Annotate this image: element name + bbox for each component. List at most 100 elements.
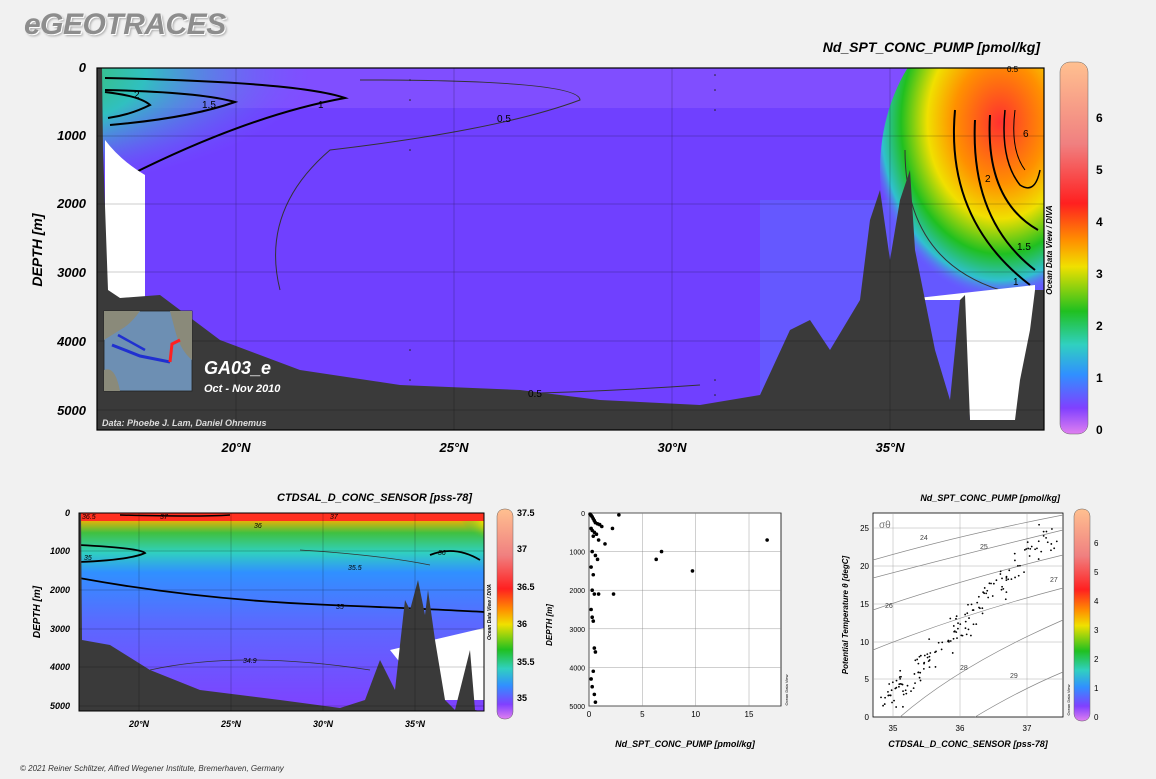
ts-diagram: 24 25 26 27 28 29 σθ	[872, 512, 1064, 718]
ts-point	[952, 637, 955, 640]
contour-0-5-right	[904, 149, 1001, 291]
ts-point	[986, 589, 989, 592]
sigma-label: σθ	[879, 520, 891, 531]
profile-point	[611, 592, 616, 596]
ts-point	[891, 701, 893, 704]
xtick: 30°N	[657, 440, 687, 455]
ts-point	[970, 603, 973, 606]
cb-tick: 0	[1096, 423, 1103, 437]
ts-point	[902, 690, 904, 693]
ts-point	[934, 666, 937, 668]
contour-2	[104, 91, 152, 119]
ytick: 0	[79, 60, 87, 75]
profile-point	[594, 532, 599, 537]
ts-point	[1007, 578, 1010, 581]
profile-ytick: 2000	[569, 588, 585, 595]
main-side-label: Ocean Data View / DIVA	[1045, 205, 1054, 295]
ts-point	[904, 689, 907, 692]
contour-label: 36	[254, 523, 262, 530]
cb-tick: 6	[1094, 539, 1099, 548]
profile-ytick: 3000	[569, 627, 585, 634]
cruise-track-blue	[111, 343, 171, 364]
cb-tick: 37.5	[517, 508, 535, 518]
salinity-xticks: 20°N 25°N 30°N 35°N	[128, 719, 426, 729]
ts-point	[898, 685, 900, 688]
contour-label: 34.9	[243, 658, 257, 665]
cb-tick: 2	[1094, 655, 1099, 664]
map-inset	[103, 310, 193, 392]
ts-point	[981, 612, 984, 615]
contour-label: 37	[160, 514, 169, 521]
isopycnal-label: 24	[920, 535, 928, 542]
profile-ylabel: DEPTH [m]	[545, 604, 554, 646]
ts-point	[1014, 559, 1016, 562]
ts-point	[957, 622, 959, 625]
contour-label: 1	[318, 100, 324, 111]
ts-point	[952, 625, 955, 627]
isopycnal-label: 28	[960, 665, 968, 672]
ts-point	[917, 662, 920, 665]
ts-point	[976, 601, 979, 604]
ts-point	[970, 634, 972, 637]
ts-point	[999, 573, 1002, 575]
contour-label: 1.5	[1017, 242, 1031, 253]
ts-point	[882, 704, 884, 707]
contour-label: 0.5	[1007, 65, 1019, 74]
ts-point	[964, 613, 967, 616]
cb-tick: 3	[1096, 267, 1103, 281]
seafloor-salinity	[79, 513, 484, 711]
profile-xtick: 10	[691, 710, 700, 719]
ts-point	[1023, 571, 1025, 574]
profile-point	[603, 542, 607, 546]
ts-point	[918, 676, 921, 679]
profile-point	[690, 569, 695, 573]
ts-point	[995, 579, 998, 582]
ts-point	[922, 668, 925, 670]
isopycnal-label: 27	[1050, 577, 1058, 584]
ts-point	[895, 706, 898, 708]
ts-point	[960, 634, 963, 637]
ts-point	[919, 679, 922, 682]
ts-point	[1000, 588, 1003, 591]
isopycnal-label: 26	[885, 603, 893, 610]
ytick: 3000	[57, 265, 87, 280]
ytick: 2000	[56, 196, 87, 211]
ts-point	[990, 582, 992, 585]
ts-point	[1036, 547, 1038, 550]
ts-point	[1037, 540, 1040, 543]
ts-point	[914, 659, 917, 662]
ts-point	[926, 656, 929, 659]
profile-ytick: 5000	[569, 704, 585, 711]
ts-point	[923, 661, 926, 664]
profile-point	[590, 615, 594, 620]
profile-point	[592, 592, 597, 596]
profile-xtick: 15	[745, 710, 754, 719]
profile-point	[589, 677, 593, 681]
ts-xticks: 35 36 37	[889, 724, 1032, 733]
contour-label: 6	[1023, 129, 1029, 140]
ytick: 1000	[57, 128, 87, 143]
ts-ylabel: Potential Temperature θ [degC]	[841, 555, 850, 674]
ytick: 4000	[49, 662, 70, 672]
isopycnal-labels: 24 25 26 27 28 29	[885, 535, 1058, 680]
ytick: 5	[865, 675, 870, 684]
contour-label: 36.5	[82, 514, 96, 521]
main-colorbar-ticks: 0 1 2 3 4 5 6	[1096, 111, 1103, 437]
ts-point	[902, 705, 904, 708]
ts-point	[905, 692, 908, 695]
ts-point	[977, 595, 980, 598]
ts-point	[891, 681, 894, 684]
contour-1	[104, 77, 349, 176]
ts-point	[928, 655, 931, 658]
ts-point	[888, 694, 890, 697]
cb-tick: 2	[1096, 319, 1103, 333]
main-frame	[96, 67, 1045, 431]
ts-point	[928, 666, 931, 669]
ts-point	[1029, 547, 1032, 550]
profile-point	[765, 538, 769, 542]
ts-point	[951, 652, 954, 654]
ts-point	[912, 687, 915, 690]
ts-point	[949, 617, 952, 620]
salinity-frame	[78, 512, 485, 712]
ts-point	[991, 595, 994, 597]
